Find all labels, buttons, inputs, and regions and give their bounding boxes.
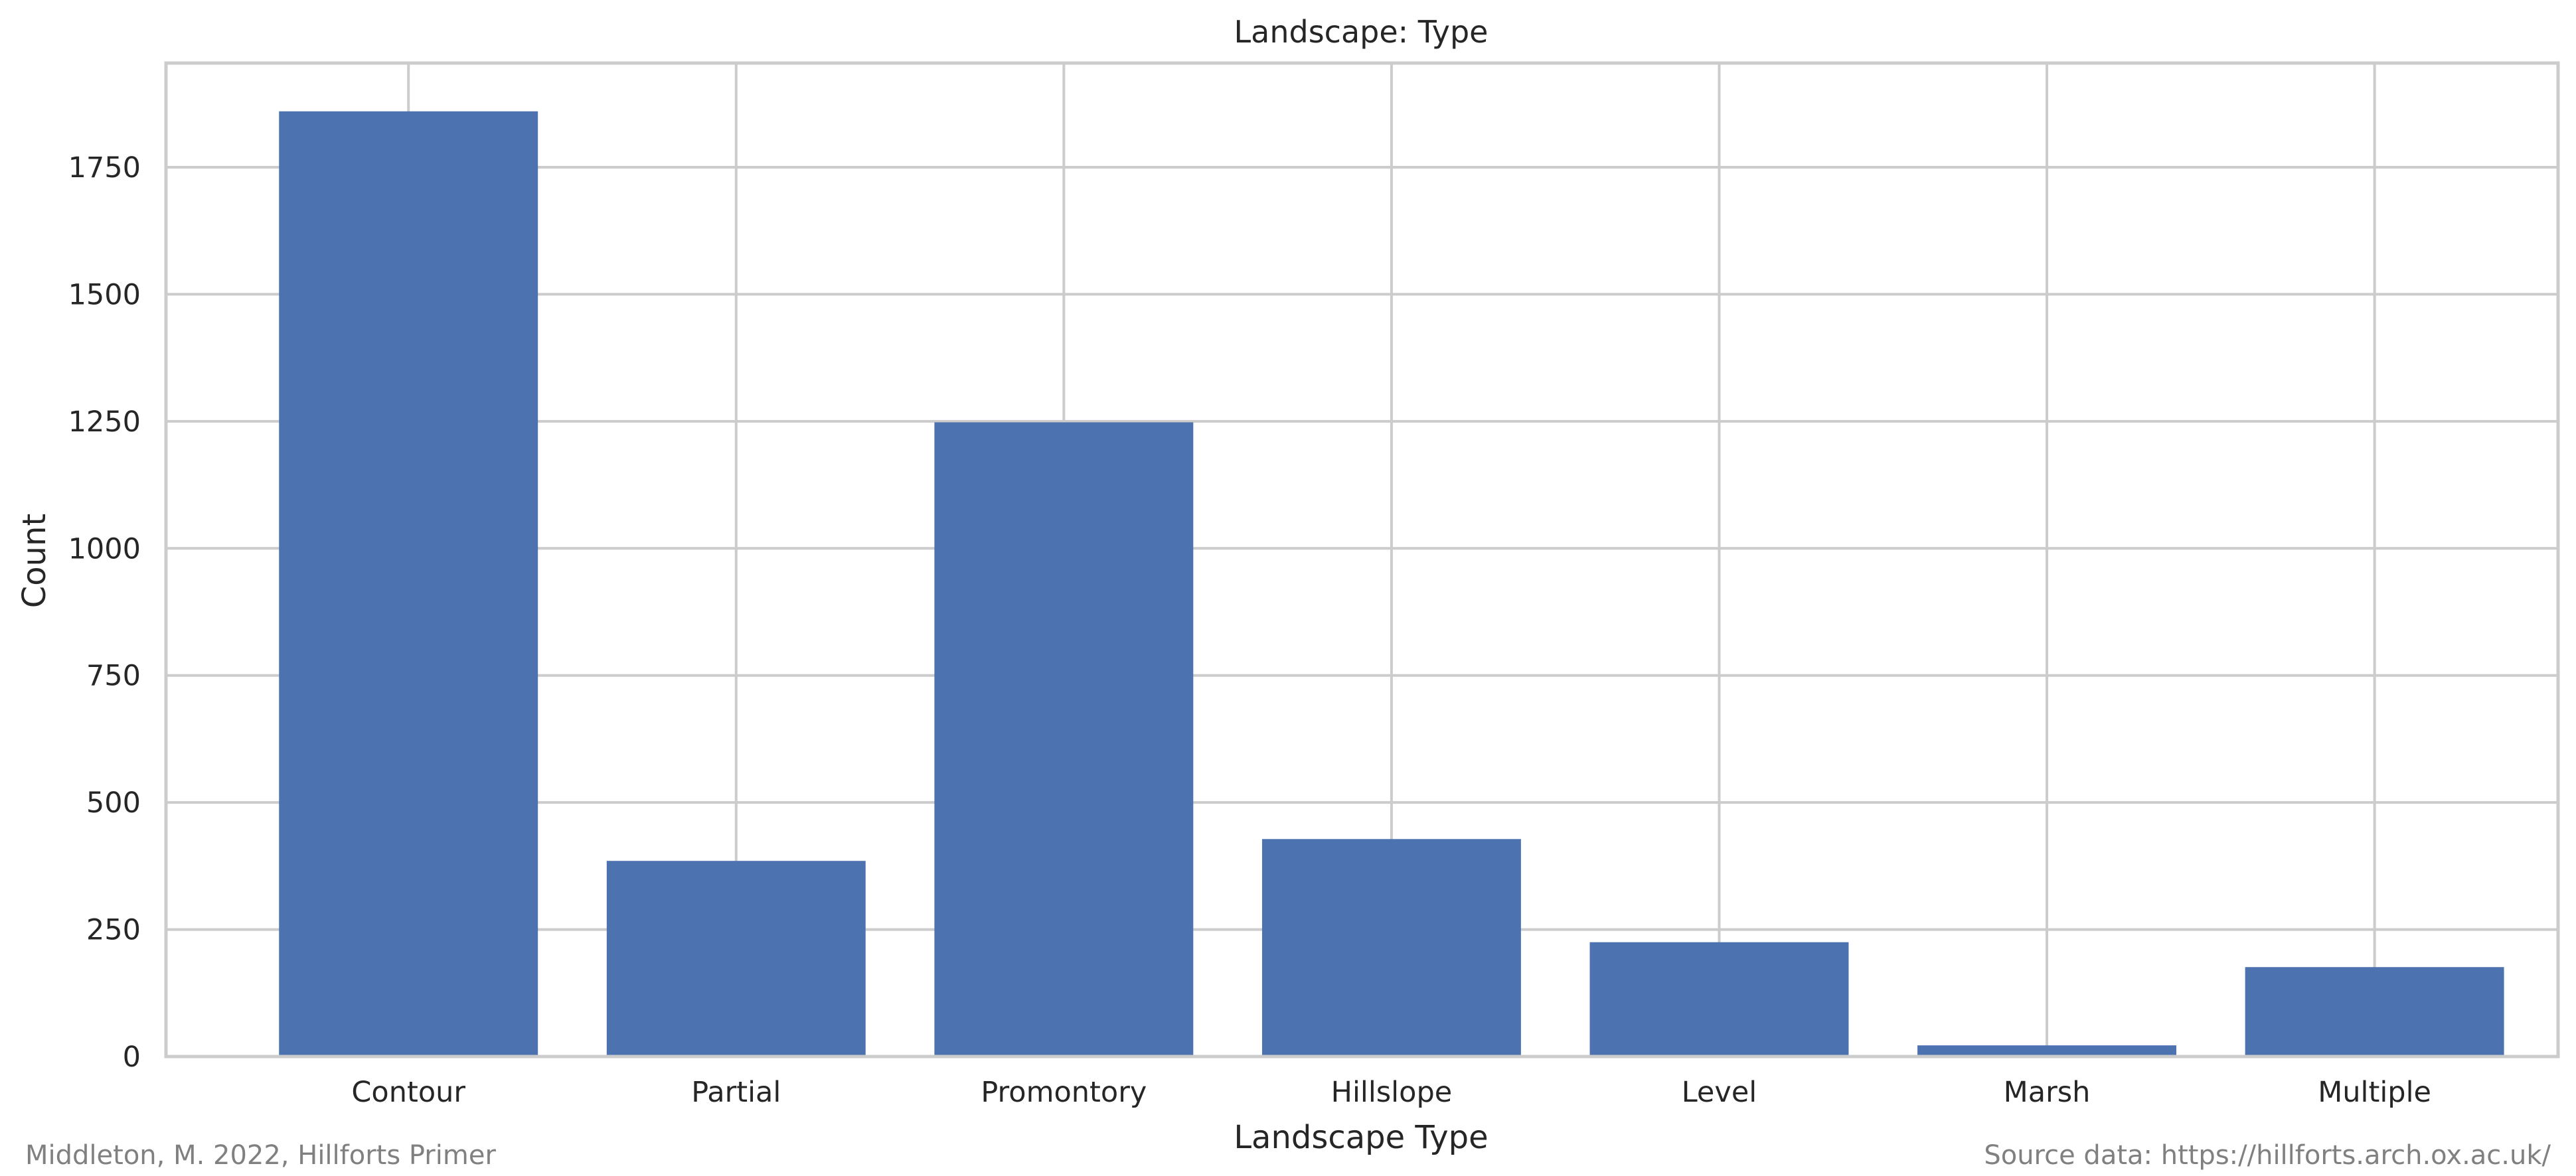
- chart-title: Landscape: Type: [1234, 14, 1489, 50]
- x-tick-label: Contour: [351, 1076, 465, 1109]
- x-tick-label: Promontory: [981, 1076, 1147, 1109]
- y-tick-label: 500: [86, 786, 141, 820]
- x-tick-label: Level: [1682, 1076, 1757, 1109]
- attribution-text: Middleton, M. 2022, Hillforts Primer: [25, 1140, 496, 1171]
- y-tick-label: 1750: [68, 151, 141, 184]
- bar-level: [1589, 942, 1849, 1057]
- y-axis-label: Count: [16, 514, 53, 609]
- x-axis-label: Landscape Type: [1234, 1119, 1488, 1156]
- bar-hillslope: [1261, 839, 1521, 1057]
- bar-marsh: [1917, 1045, 2177, 1057]
- y-tick-label: 750: [86, 660, 141, 693]
- y-tick-labels: 0 250 500 750 1000 1250 1500 1750: [68, 151, 141, 1074]
- bar-promontory: [934, 422, 1194, 1057]
- y-tick-label: 1250: [68, 405, 141, 439]
- x-tick-label: Marsh: [2004, 1076, 2091, 1109]
- x-tick-label: Partial: [691, 1076, 781, 1109]
- x-tick-labels: Contour Partial Promontory Hillslope Level Ma…: [351, 1076, 2431, 1109]
- source-text: Source data: https://hillforts.arch.ox.a…: [1984, 1140, 2551, 1171]
- y-tick-label: 1000: [68, 532, 141, 565]
- x-tick-label: Hillslope: [1331, 1076, 1453, 1109]
- y-tick-label: 250: [86, 914, 141, 947]
- bar-partial: [606, 861, 866, 1057]
- bars: [279, 111, 2504, 1057]
- plot-frame: [164, 61, 2560, 1059]
- bar-contour: [279, 111, 538, 1057]
- y-tick-label: 0: [123, 1041, 141, 1074]
- y-tick-label: 1500: [68, 278, 141, 311]
- grid-lines: [166, 63, 2558, 1058]
- x-tick-label: Multiple: [2318, 1076, 2431, 1109]
- bar-multiple: [2245, 967, 2504, 1057]
